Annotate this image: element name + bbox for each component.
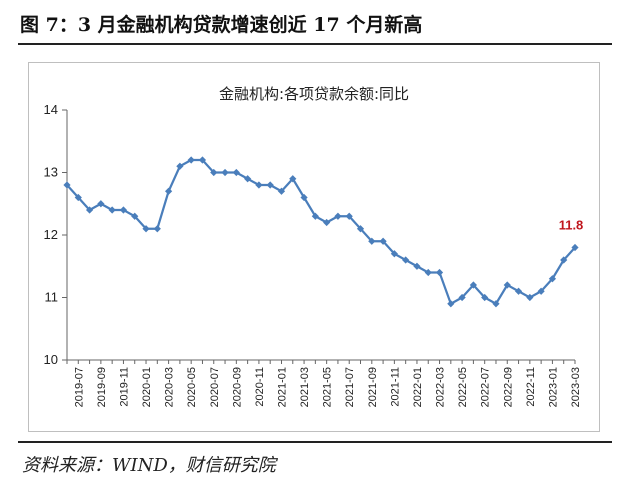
data-point — [390, 250, 398, 258]
data-point — [368, 237, 376, 245]
data-point — [537, 287, 545, 295]
data-point — [435, 268, 444, 277]
data-point — [323, 218, 331, 227]
figure-title: 图 7：3 月金融机构贷款增速创近 17 个月新高 — [20, 14, 423, 36]
data-point — [108, 206, 116, 214]
x-tick-label: 2019-11 — [118, 367, 130, 407]
y-tick-label: 10 — [44, 352, 58, 367]
data-point — [413, 262, 421, 270]
chart-title: 金融机构:各项贷款余额:同比 — [219, 85, 409, 103]
x-tick-label: 2020-07 — [209, 367, 221, 407]
x-tick-label: 2020-05 — [186, 367, 198, 407]
data-point — [345, 212, 353, 220]
data-point — [379, 237, 387, 245]
data-point — [560, 256, 568, 264]
data-point — [176, 162, 184, 170]
data-point — [469, 281, 477, 289]
bottom-rule — [18, 441, 612, 443]
x-tick-label: 2020-01 — [141, 367, 153, 407]
y-tick-label: 14 — [44, 102, 58, 117]
data-point — [119, 206, 128, 214]
data-point — [266, 181, 274, 189]
data-point — [548, 275, 557, 283]
data-point — [526, 293, 534, 302]
x-tick-label: 2021-03 — [299, 367, 311, 407]
y-tick-label: 11 — [45, 290, 59, 305]
x-tick-label: 2022-09 — [502, 367, 514, 407]
y-tick-label: 13 — [44, 165, 58, 180]
data-point — [277, 187, 286, 195]
top-rule — [18, 43, 612, 45]
x-tick-label: 2022-05 — [457, 367, 469, 407]
data-point — [514, 287, 523, 295]
data-point — [198, 156, 207, 164]
data-point — [97, 200, 105, 208]
x-tick-label: 2022-03 — [435, 367, 447, 407]
data-point — [221, 168, 229, 177]
data-label: 11.8 — [559, 218, 584, 233]
data-point — [334, 212, 342, 220]
x-tick-label: 2021-07 — [344, 367, 356, 407]
y-tick-label: 12 — [44, 227, 58, 242]
data-point — [74, 193, 82, 202]
line-chart: 金融机构:各项贷款余额:同比 10 11 12 13 14 2019-07 2019-09 2… — [44, 85, 584, 407]
data-point — [402, 256, 410, 264]
x-tick-label: 2021-11 — [389, 367, 401, 407]
data-point — [244, 175, 252, 183]
data-point — [142, 225, 150, 233]
x-tick-label: 2022-11 — [525, 367, 537, 407]
data-point — [424, 268, 432, 277]
x-tick-label: 2022-07 — [480, 367, 492, 407]
data-point — [311, 212, 319, 220]
data-point — [63, 181, 71, 189]
x-tick-label: 2023-03 — [570, 367, 582, 407]
data-point — [165, 187, 173, 195]
x-tick-label: 2021-01 — [276, 367, 288, 407]
data-point — [300, 193, 308, 202]
data-point — [481, 293, 489, 302]
data-point — [571, 243, 579, 252]
data-point — [447, 300, 455, 308]
chart-frame: 金融机构:各项贷款余额:同比 10 11 12 13 14 2019-07 2019-09 2… — [28, 62, 600, 432]
x-tick-label: 2020-09 — [231, 367, 243, 407]
x-tick-label: 2021-09 — [367, 367, 379, 407]
x-tick-label: 2020-11 — [254, 367, 266, 407]
series-line — [66, 158, 576, 305]
data-point — [492, 300, 500, 308]
data-point — [356, 225, 365, 233]
data-point — [153, 225, 161, 233]
x-tick-label: 2020-03 — [164, 367, 176, 407]
data-point — [503, 281, 511, 289]
x-tick-label: 2019-09 — [96, 367, 108, 407]
data-point — [85, 206, 94, 214]
data-point — [232, 168, 240, 177]
data-point — [187, 156, 195, 164]
data-point — [210, 168, 218, 177]
data-point — [289, 175, 297, 183]
data-point — [131, 212, 139, 220]
x-tick-label: 2022-01 — [412, 367, 424, 407]
x-tick-label: 2021-05 — [322, 367, 334, 407]
x-tick-label: 2023-01 — [547, 367, 559, 407]
source-note: 资料来源：WIND，财信研究院 — [22, 455, 276, 476]
data-point — [458, 293, 466, 302]
x-tick-label: 2019-07 — [73, 367, 85, 407]
